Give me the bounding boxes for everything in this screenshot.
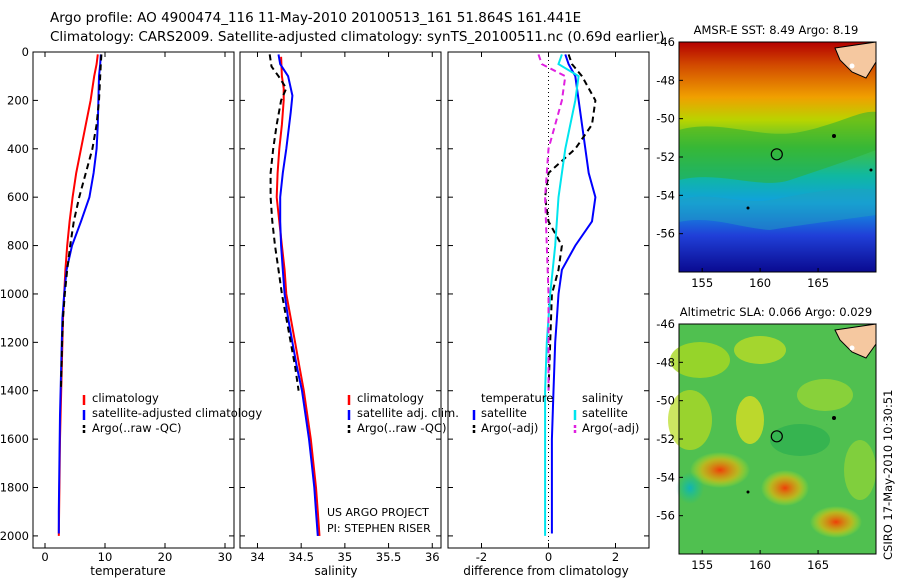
temperature-xlabel: temperature bbox=[90, 564, 165, 578]
p1-xtick-label: 30 bbox=[218, 550, 233, 564]
depth-tick-label: 400 bbox=[7, 142, 29, 156]
credit-line1: US ARGO PROJECT bbox=[327, 506, 429, 519]
sla-lat-label: -50 bbox=[656, 394, 675, 408]
p3-series-salinity-satellite bbox=[544, 54, 580, 536]
legend-entry: climatology bbox=[357, 391, 424, 405]
p2-xtick-label: 35 bbox=[338, 550, 353, 564]
p2-xtick-label: 36 bbox=[425, 550, 440, 564]
sst-lat-label: -48 bbox=[656, 73, 675, 87]
salinity-xlabel: salinity bbox=[314, 564, 357, 578]
sst-argo-location-marker bbox=[770, 148, 783, 161]
sst-lon-label: 160 bbox=[749, 276, 771, 290]
difference-legend: temperature salinitysatelliteArgo(-adj)sa… bbox=[472, 391, 639, 435]
sla-lat-label: -46 bbox=[656, 317, 675, 331]
p3-series-salinity-argo-adj- bbox=[537, 54, 567, 391]
p2-series-satellite-adj-clim- bbox=[277, 54, 319, 536]
depth-tick-label: 600 bbox=[7, 190, 29, 204]
legend-header-temperature: temperature bbox=[481, 391, 553, 405]
credit-line2: PI: STEPHEN RISER bbox=[327, 522, 431, 535]
p2-xtick-label: 34 bbox=[250, 550, 265, 564]
depth-tick-label: 200 bbox=[7, 93, 29, 107]
depth-tick-label: 0 bbox=[22, 45, 29, 59]
difference-xlabel: difference from climatology bbox=[463, 564, 629, 578]
salinity-axes-frame bbox=[239, 51, 442, 549]
sla-lat-label: -52 bbox=[656, 432, 675, 446]
sst-map-title: AMSR-E SST: 8.49 Argo: 8.19 bbox=[694, 23, 859, 37]
sst-lat-label: -46 bbox=[656, 35, 675, 49]
depth-tick-label: 2000 bbox=[0, 529, 29, 543]
p2-xtick-label: 35.5 bbox=[376, 550, 402, 564]
legend-entry: climatology bbox=[92, 391, 159, 405]
sst-lat-label: -56 bbox=[656, 227, 675, 241]
depth-tick-label: 800 bbox=[7, 239, 29, 253]
sla-map bbox=[668, 323, 877, 554]
p1-xtick-label: 0 bbox=[41, 550, 48, 564]
p3-series-temperature-satellite bbox=[550, 54, 597, 534]
p3-xtick-label: 0 bbox=[545, 550, 552, 564]
figure-title-line2: Climatology: CARS2009. Satellite-adjuste… bbox=[50, 29, 665, 45]
sla-lat-label: -56 bbox=[656, 509, 675, 523]
sla-lon-label: 155 bbox=[691, 558, 713, 572]
p2-series-climatology bbox=[275, 56, 321, 536]
legend-entry: satellite bbox=[481, 406, 527, 420]
sla-lon-label: 165 bbox=[807, 558, 829, 572]
depth-tick-label: 1600 bbox=[0, 432, 29, 446]
sst-lon-label: 155 bbox=[691, 276, 713, 290]
p2-xtick-label: 34.5 bbox=[288, 550, 314, 564]
p2-series-argo-raw-qc- bbox=[268, 54, 300, 391]
depth-tick-label: 1000 bbox=[0, 287, 29, 301]
sst-lat-label: -52 bbox=[656, 150, 675, 164]
legend-entry: Argo(..raw -QC) bbox=[92, 421, 182, 435]
sla-map-title: Altimetric SLA: 0.066 Argo: 0.029 bbox=[680, 305, 872, 319]
legend-entry: Argo(-adj) bbox=[481, 421, 538, 435]
legend-header-salinity: salinity bbox=[582, 391, 623, 405]
p1-xtick-label: 20 bbox=[158, 550, 173, 564]
sla-lat-label: -54 bbox=[656, 470, 675, 484]
sla-lat-label: -48 bbox=[656, 355, 675, 369]
depth-tick-label: 1200 bbox=[0, 335, 29, 349]
legend-entry: Argo(..raw -QC) bbox=[357, 421, 447, 435]
sla-argo-location-marker bbox=[770, 430, 783, 443]
legend-entry: satellite adj. clim. bbox=[357, 406, 459, 420]
legend-entry: Argo(-adj) bbox=[582, 421, 639, 435]
sla-lon-label: 160 bbox=[749, 558, 771, 572]
p1-series-argo-raw-qc- bbox=[59, 54, 103, 391]
sst-map bbox=[679, 41, 877, 272]
sst-lon-label: 165 bbox=[807, 276, 829, 290]
legend-entry: satellite-adjusted climatology bbox=[92, 406, 262, 420]
sst-lat-label: -50 bbox=[656, 112, 675, 126]
p1-xtick-label: 10 bbox=[98, 550, 113, 564]
p3-series-temperature-argo-adj- bbox=[544, 54, 597, 391]
legend-entry: satellite bbox=[582, 406, 628, 420]
side-timestamp-label: CSIRO 17-May-2010 10:30:51 bbox=[881, 390, 895, 561]
temperature-axes-frame bbox=[32, 51, 235, 549]
depth-tick-label: 1400 bbox=[0, 384, 29, 398]
p3-xtick-label: -2 bbox=[476, 550, 487, 564]
depth-tick-label: 1800 bbox=[0, 481, 29, 495]
sst-lat-label: -54 bbox=[656, 188, 675, 202]
p3-xtick-label: 2 bbox=[612, 550, 619, 564]
figure-title-line1: Argo profile: AO 4900474_116 11-May-2010… bbox=[50, 10, 582, 26]
